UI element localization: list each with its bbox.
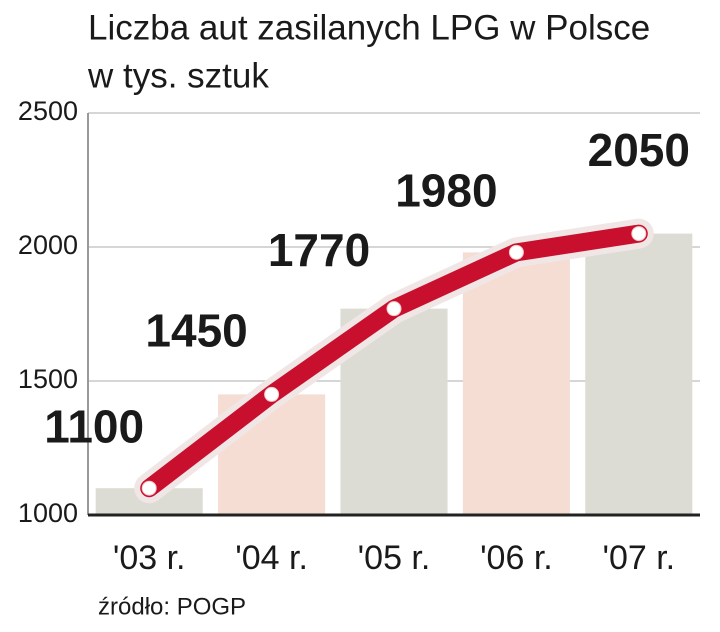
point bbox=[386, 301, 402, 317]
value-label: 1770 bbox=[268, 224, 370, 276]
value-label: 1980 bbox=[395, 165, 497, 217]
point bbox=[141, 480, 157, 496]
bar bbox=[462, 252, 570, 516]
y-tick-label: 2500 bbox=[18, 96, 78, 126]
x-tick-label: '06 r. bbox=[480, 539, 553, 577]
bar bbox=[585, 233, 693, 515]
x-tick-label: '03 r. bbox=[113, 539, 186, 577]
point bbox=[264, 386, 280, 402]
x-tick-label: '07 r. bbox=[602, 539, 675, 577]
point bbox=[631, 226, 647, 242]
y-tick-label: 1000 bbox=[18, 498, 78, 528]
chart-subtitle: w tys. sztuk bbox=[87, 56, 269, 95]
point bbox=[508, 244, 524, 260]
y-tick-label: 2000 bbox=[18, 230, 78, 260]
value-label: 1100 bbox=[44, 400, 144, 452]
value-label: 2050 bbox=[588, 124, 690, 176]
chart-title: Liczba aut zasilanych LPG w Polsce bbox=[88, 8, 650, 47]
x-tick-label: '04 r. bbox=[235, 539, 308, 577]
x-tick-label: '05 r. bbox=[358, 539, 431, 577]
value-label: 1450 bbox=[145, 305, 247, 357]
source: źródło: POGP bbox=[98, 593, 246, 620]
y-tick-label: 1500 bbox=[18, 364, 78, 394]
